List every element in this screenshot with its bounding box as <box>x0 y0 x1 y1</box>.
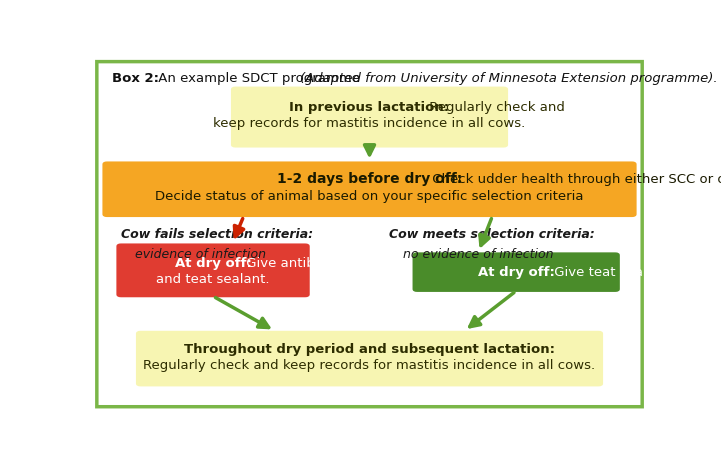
Text: In previous lactation:: In previous lactation: <box>289 100 450 113</box>
Text: At dry off:: At dry off: <box>174 257 252 270</box>
Text: Regularly check and: Regularly check and <box>425 100 565 113</box>
FancyBboxPatch shape <box>116 244 310 297</box>
Text: evidence of infection: evidence of infection <box>135 248 266 261</box>
FancyBboxPatch shape <box>136 331 603 387</box>
Text: Cow fails selection criteria:: Cow fails selection criteria: <box>121 228 313 242</box>
Text: Cow meets selection criteria:: Cow meets selection criteria: <box>389 228 595 242</box>
Text: Give teat sealant.: Give teat sealant. <box>549 266 673 279</box>
FancyBboxPatch shape <box>97 62 642 407</box>
FancyBboxPatch shape <box>102 162 637 217</box>
Text: and teat sealant.: and teat sealant. <box>156 273 270 286</box>
Text: Decide status of animal based on your specific selection criteria: Decide status of animal based on your sp… <box>155 190 584 203</box>
FancyBboxPatch shape <box>412 252 620 292</box>
Text: Regularly check and keep records for mastitis incidence in all cows.: Regularly check and keep records for mas… <box>143 359 596 372</box>
Text: At dry off:: At dry off: <box>478 266 554 279</box>
Text: Give antibiotics: Give antibiotics <box>242 257 350 270</box>
Text: (Adapted from University of Minnesota Extension programme).: (Adapted from University of Minnesota Ex… <box>300 72 717 85</box>
Text: Throughout dry period and subsequent lactation:: Throughout dry period and subsequent lac… <box>184 343 555 356</box>
Text: 1-2 days before dry off:: 1-2 days before dry off: <box>277 172 462 186</box>
Text: Box 2:: Box 2: <box>112 72 159 85</box>
FancyBboxPatch shape <box>231 87 508 148</box>
Text: Check udder health through either SCC or on-farm culture.: Check udder health through either SCC or… <box>428 173 721 186</box>
Text: An example SDCT programme: An example SDCT programme <box>154 72 365 85</box>
Text: keep records for mastitis incidence in all cows.: keep records for mastitis incidence in a… <box>213 117 526 130</box>
Text: no evidence of infection: no evidence of infection <box>403 248 554 261</box>
